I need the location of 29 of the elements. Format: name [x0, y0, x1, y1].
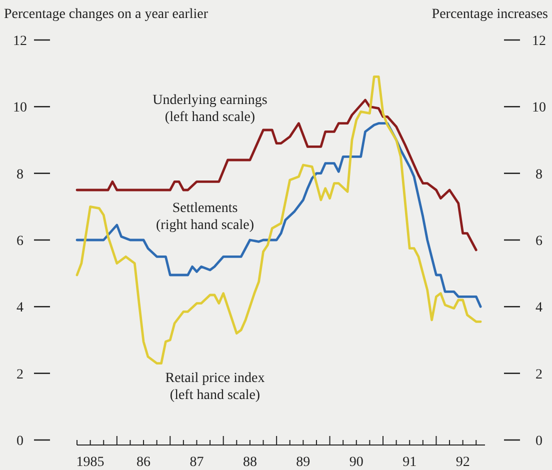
y-tick-label: 8	[16, 167, 24, 182]
line-series	[76, 122, 482, 308]
x-tick-label: 86	[136, 455, 151, 470]
y2-tick-label: 12	[532, 34, 546, 49]
y2-tick-label: 10	[532, 100, 546, 116]
series-label: Underlying earnings (left hand scale)	[152, 93, 268, 125]
y-tick-label: 12	[13, 34, 27, 49]
x-tick-label: 1985	[76, 455, 104, 470]
y2-tick-label: 8	[536, 167, 542, 182]
series-label: Settlements (right hand scale)	[156, 201, 254, 233]
y-tick-label: 2	[16, 367, 24, 382]
y2-axis-title: Percentage increases	[432, 7, 548, 22]
y-axis-title: Percentage changes on a year earlier	[4, 7, 208, 22]
x-tick-label: 91	[402, 455, 417, 470]
y2-tick-label: 4	[536, 300, 542, 316]
x-tick-label: 89	[296, 455, 310, 470]
y2-tick-label: 0	[536, 434, 542, 449]
y-tick-label: 4	[16, 300, 24, 316]
series-label: Retail price index (left hand scale)	[165, 371, 265, 403]
x-tick-label: 88	[242, 455, 257, 470]
line-series	[76, 75, 482, 365]
y-tick-label: 0	[16, 434, 24, 449]
y-tick-label: 6	[16, 234, 24, 249]
y-tick-label: 10	[13, 100, 27, 116]
x-tick-label: 87	[190, 455, 204, 470]
x-tick-label: 90	[349, 455, 364, 470]
y2-tick-label: 6	[536, 234, 542, 249]
x-tick-label: 92	[456, 455, 470, 470]
y2-tick-label: 2	[536, 367, 542, 382]
